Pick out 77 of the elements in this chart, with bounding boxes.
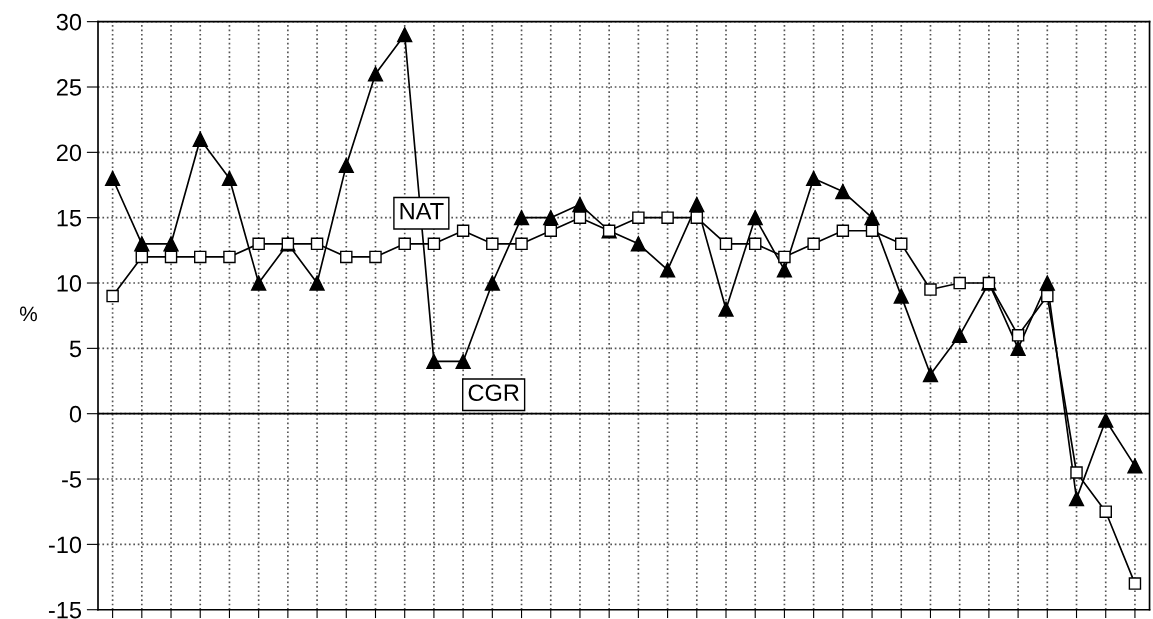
y-tick-label: -10 <box>48 536 82 554</box>
y-tick-label: -5 <box>62 471 82 488</box>
point <box>805 170 822 187</box>
point <box>104 170 121 187</box>
y-axis-title: % <box>19 306 37 322</box>
point <box>134 236 150 252</box>
point <box>252 237 265 251</box>
y-tick-label: 25 <box>56 79 82 96</box>
point <box>455 353 471 370</box>
point <box>748 237 762 251</box>
point <box>1010 340 1026 356</box>
y-tick-label: 15 <box>57 209 82 227</box>
point <box>456 224 470 238</box>
point <box>340 250 353 264</box>
point <box>513 210 530 226</box>
y-tick-label: 5 <box>69 340 82 358</box>
point <box>515 237 528 251</box>
point <box>427 237 441 251</box>
point <box>1039 275 1055 291</box>
point <box>369 250 382 264</box>
point <box>192 131 208 147</box>
y-tick-label: 10 <box>57 275 82 292</box>
series-label: CGR <box>468 384 519 402</box>
point <box>1070 466 1083 479</box>
point <box>1127 458 1143 474</box>
point <box>1041 289 1054 303</box>
point <box>718 301 734 317</box>
point <box>106 289 119 303</box>
point <box>776 262 793 278</box>
point <box>807 237 820 251</box>
point <box>397 27 413 43</box>
y-tick-label: 0 <box>69 405 82 423</box>
point <box>367 66 384 82</box>
point <box>398 237 411 251</box>
point <box>924 283 937 296</box>
point <box>486 237 499 251</box>
y-tick-label: 30 <box>56 13 82 31</box>
point <box>661 211 674 224</box>
point <box>895 237 908 251</box>
point <box>484 275 500 291</box>
point <box>135 250 149 264</box>
point <box>426 353 442 370</box>
point <box>1099 505 1112 518</box>
point <box>163 236 179 252</box>
point <box>778 250 791 264</box>
point <box>1098 412 1114 428</box>
point <box>544 224 558 238</box>
point <box>251 275 267 291</box>
point <box>164 250 178 264</box>
point <box>719 237 733 251</box>
point <box>893 288 909 304</box>
point <box>922 366 939 383</box>
point <box>836 224 850 238</box>
point <box>310 237 324 251</box>
point <box>747 210 763 226</box>
point <box>572 196 588 213</box>
point <box>221 170 238 187</box>
point <box>632 211 645 224</box>
point <box>952 327 968 343</box>
point <box>573 211 587 224</box>
point <box>690 211 704 224</box>
point <box>1128 577 1142 590</box>
point <box>953 276 966 290</box>
series-label: NAT <box>400 203 444 220</box>
point <box>1011 329 1025 342</box>
point <box>193 250 207 264</box>
point <box>659 262 676 278</box>
y-tick-label: -15 <box>48 602 82 619</box>
point <box>223 250 236 264</box>
y-tick-label: 20 <box>56 144 82 162</box>
point <box>865 224 879 238</box>
point <box>835 183 851 200</box>
point <box>309 275 325 291</box>
point <box>630 236 647 252</box>
point <box>864 210 880 226</box>
point <box>338 157 354 174</box>
point <box>1068 490 1085 507</box>
